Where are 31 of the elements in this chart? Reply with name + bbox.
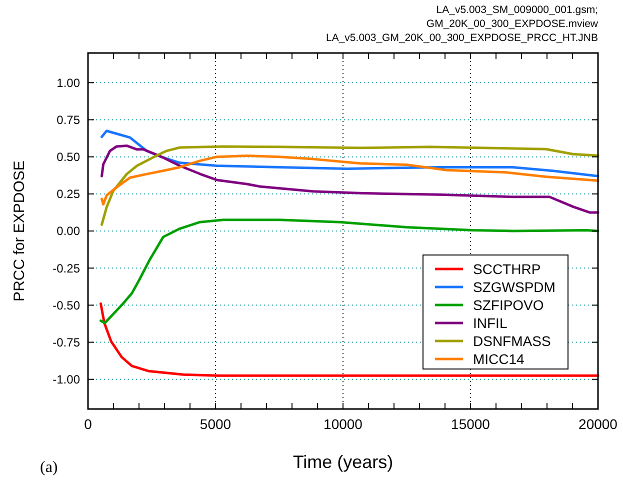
- legend-label: INFIL: [473, 314, 508, 331]
- y-tick-label: 0.75: [56, 112, 80, 127]
- line-series: [100, 130, 600, 178]
- x-tick-label: 0: [84, 416, 92, 432]
- y-tick-label: -0.25: [52, 261, 80, 276]
- legend-label: DSNFMASS: [473, 332, 551, 349]
- x-tick-label: 5000: [200, 416, 232, 432]
- y-tick-label: -0.50: [52, 298, 80, 312]
- text: GM_20K_00_300_EXPDOSE.mview: [426, 18, 598, 30]
- text: LA_v5.003_GM_20K_00_300_EXPDOSE_PRCC_HT.JNB: [326, 32, 598, 44]
- y-tick-label: -0.75: [52, 335, 80, 350]
- y-tick-label: 0.50: [56, 150, 80, 164]
- y-tick-label: 0.25: [56, 187, 80, 202]
- x-tick-label: 20000: [578, 416, 618, 432]
- line-series: [100, 145, 600, 226]
- text: LA_v5.003_SM_009000_001.gsm;: [436, 4, 598, 16]
- y-axis-title: PRCC for EXPDOSE: [11, 160, 28, 302]
- line-series: [100, 144, 600, 214]
- legend-label: SCCTHRP: [473, 260, 541, 277]
- legend-label: SZGWSPDM: [473, 278, 556, 295]
- x-axis-title: Time (years): [292, 452, 394, 472]
- legend-label: SZFIPOVO: [473, 296, 544, 313]
- text: (a): [40, 459, 58, 476]
- y-tick-label: -1.00: [52, 372, 80, 387]
- y-tick-label: 1.00: [56, 76, 80, 90]
- line-series: [100, 154, 600, 206]
- y-tick-label: 0.00: [56, 224, 80, 238]
- x-tick-label: 10000: [324, 416, 363, 432]
- legend-label: MICC14: [473, 350, 525, 367]
- x-tick-label: 15000: [451, 416, 490, 432]
- line-series: [100, 302, 600, 377]
